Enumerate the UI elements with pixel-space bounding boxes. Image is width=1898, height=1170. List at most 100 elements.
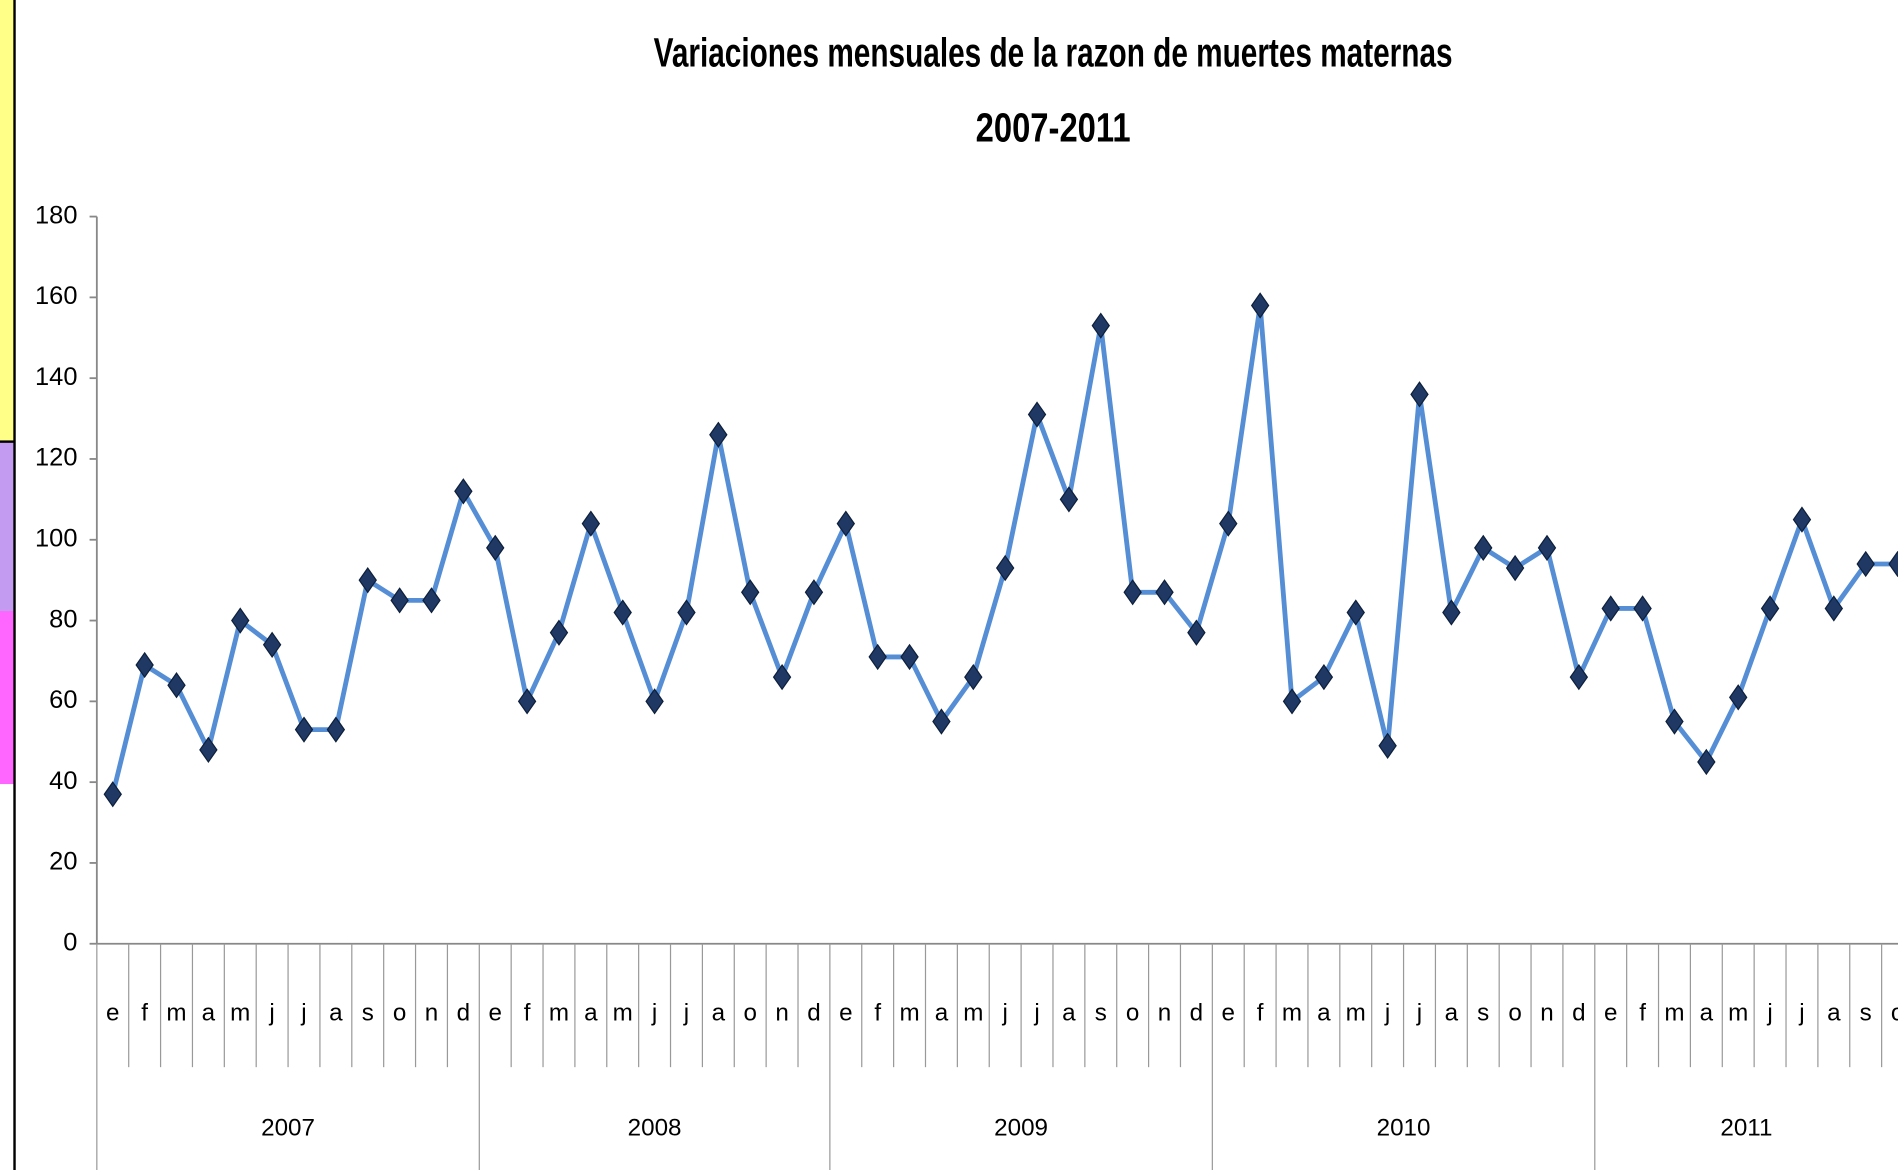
x-tick-label: d	[807, 999, 820, 1026]
x-tick-label: f	[1257, 999, 1264, 1026]
point-marker	[1155, 579, 1174, 606]
point-marker	[1091, 312, 1110, 339]
y-tick-label: 40	[49, 767, 77, 795]
point-marker	[1697, 748, 1716, 776]
x-tick-label: j	[651, 999, 657, 1026]
point-marker	[1410, 381, 1429, 408]
point-marker	[1633, 595, 1652, 622]
point-marker	[645, 688, 664, 715]
point-marker	[709, 421, 728, 448]
point-marker	[1250, 292, 1270, 319]
point-marker	[836, 510, 856, 537]
x-tick-label: m	[1282, 999, 1302, 1026]
point-marker	[1856, 550, 1875, 578]
x-tick-label: o	[1891, 999, 1898, 1026]
point-marker	[1888, 550, 1898, 578]
point-marker	[804, 579, 824, 606]
point-marker	[262, 631, 282, 658]
point-marker	[1027, 401, 1047, 428]
x-tick-label: e	[1222, 999, 1235, 1026]
y-tick-label: 60	[49, 686, 77, 714]
x-tick-label: n	[1158, 999, 1171, 1026]
point-marker	[581, 510, 601, 537]
y-tick-label: 120	[35, 444, 77, 472]
x-tick-label: a	[1700, 999, 1714, 1026]
x-tick-label: m	[963, 999, 983, 1026]
x-tick-label: m	[1728, 999, 1748, 1026]
point-marker	[294, 716, 314, 743]
point-marker	[1059, 486, 1079, 513]
x-tick-label: e	[489, 999, 502, 1026]
group-label: 2011	[1720, 1114, 1772, 1141]
point-marker	[390, 587, 409, 614]
x-tick-label: m	[899, 999, 919, 1026]
y-tick-label: 160	[35, 282, 77, 310]
point-marker	[932, 708, 951, 735]
point-marker	[1219, 510, 1238, 537]
x-tick-label: j	[268, 999, 274, 1026]
x-tick-label: e	[839, 999, 852, 1026]
point-marker	[454, 478, 473, 505]
x-tick-label: d	[1190, 999, 1203, 1026]
x-tick-label: j	[1416, 999, 1422, 1026]
x-tick-label: f	[1639, 999, 1646, 1026]
point-marker	[1346, 599, 1365, 626]
x-tick-label: j	[683, 999, 689, 1026]
point-marker	[900, 643, 919, 671]
point-marker	[326, 716, 346, 743]
point-marker	[517, 688, 537, 715]
point-marker	[486, 534, 505, 561]
x-tick-label: e	[106, 999, 119, 1026]
point-marker	[740, 579, 760, 606]
y-tick-label: 180	[35, 201, 77, 229]
side-strip	[0, 611, 15, 785]
point-marker	[1537, 534, 1557, 561]
x-tick-label: a	[935, 999, 949, 1026]
chart-subtitle: 2007-2011	[976, 105, 1131, 151]
x-tick-label: f	[524, 999, 531, 1026]
point-marker	[167, 672, 186, 699]
point-marker	[199, 736, 218, 763]
group-label: 2007	[261, 1114, 315, 1141]
x-tick-label: a	[712, 999, 726, 1026]
point-marker	[1760, 595, 1780, 622]
x-tick-label: a	[584, 999, 598, 1026]
x-tick-label: m	[230, 999, 250, 1026]
point-marker	[772, 663, 792, 691]
x-tick-label: f	[141, 999, 148, 1026]
x-tick-label: o	[393, 999, 406, 1026]
group-label: 2010	[1377, 1114, 1431, 1141]
y-tick-label: 100	[35, 524, 77, 552]
x-tick-label: a	[202, 999, 216, 1026]
x-tick-label: e	[1604, 999, 1617, 1026]
x-tick-label: n	[775, 999, 788, 1026]
y-tick-label: 0	[63, 928, 77, 956]
point-marker	[1123, 579, 1142, 606]
x-tick-label: o	[1126, 999, 1139, 1026]
x-tick-label: m	[166, 999, 186, 1026]
x-tick-label: o	[743, 999, 756, 1026]
point-marker	[964, 663, 983, 691]
x-tick-label: s	[1477, 999, 1489, 1026]
x-tick-label: f	[874, 999, 881, 1026]
point-marker	[1282, 688, 1302, 715]
point-marker	[1792, 506, 1812, 533]
side-strip	[0, 441, 15, 612]
x-tick-label: a	[1827, 999, 1841, 1026]
x-tick-label: d	[457, 999, 470, 1026]
x-tick-label: j	[1384, 999, 1390, 1026]
x-tick-label: m	[549, 999, 569, 1026]
x-tick-label: j	[1766, 999, 1772, 1026]
y-tick-label: 80	[49, 605, 77, 633]
point-marker	[1378, 732, 1397, 759]
point-marker	[613, 599, 632, 626]
point-marker	[1505, 554, 1525, 582]
point-marker	[1728, 684, 1748, 711]
x-tick-label: s	[1860, 999, 1872, 1026]
x-tick-label: a	[1062, 999, 1076, 1026]
chart-title: Variaciones mensuales de la razon de mue…	[654, 30, 1453, 76]
group-label: 2009	[994, 1114, 1048, 1141]
point-marker	[1824, 595, 1844, 622]
point-marker	[231, 607, 250, 634]
